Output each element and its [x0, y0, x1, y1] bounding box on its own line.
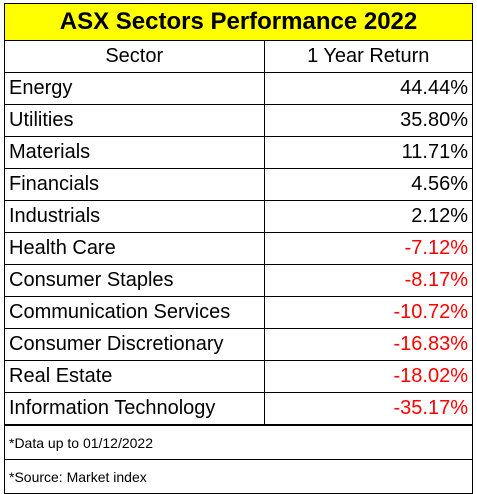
- table-row: Consumer Discretionary -16.83%: [5, 328, 472, 361]
- return-cell: -18.02%: [263, 360, 472, 393]
- return-cell: 4.56%: [263, 168, 472, 201]
- table-row: Real Estate -18.02%: [5, 360, 472, 393]
- table-row: Industrials 2.12%: [5, 200, 472, 233]
- sector-cell: Energy: [5, 72, 265, 105]
- sector-cell: Real Estate: [5, 360, 265, 393]
- sector-cell: Utilities: [5, 104, 265, 137]
- column-header-sector: Sector: [5, 41, 265, 73]
- return-cell: -35.17%: [263, 392, 472, 425]
- sector-cell: Financials: [5, 168, 265, 201]
- sector-cell: Consumer Discretionary: [5, 328, 265, 361]
- table-row: Health Care -7.12%: [5, 232, 472, 265]
- table-row: Materials 11.71%: [5, 136, 472, 169]
- header-row: Sector 1 Year Return: [5, 41, 472, 73]
- sector-cell: Health Care: [5, 232, 265, 265]
- table-row: Communication Services -10.72%: [5, 296, 472, 329]
- sector-cell: Materials: [5, 136, 265, 169]
- table-row: Utilities 35.80%: [5, 104, 472, 137]
- return-cell: -16.83%: [263, 328, 472, 361]
- return-cell: 35.80%: [263, 104, 472, 137]
- column-header-return: 1 Year Return: [263, 41, 472, 73]
- sector-cell: Industrials: [5, 200, 265, 233]
- note-data-date: *Data up to 01/12/2022: [5, 425, 472, 459]
- return-cell: -8.17%: [263, 264, 472, 297]
- sector-cell: Communication Services: [5, 296, 265, 329]
- return-cell: -10.72%: [263, 296, 472, 329]
- table-row: Consumer Staples -8.17%: [5, 264, 472, 297]
- table-row: Energy 44.44%: [5, 72, 472, 105]
- note-source: *Source: Market index: [5, 459, 472, 493]
- table-title: ASX Sectors Performance 2022: [5, 4, 472, 41]
- table-row: Financials 4.56%: [5, 168, 472, 201]
- return-cell: 11.71%: [263, 136, 472, 169]
- sector-cell: Consumer Staples: [5, 264, 265, 297]
- return-cell: 2.12%: [263, 200, 472, 233]
- sector-cell: Information Technology: [5, 392, 265, 425]
- table-row: Information Technology -35.17%: [5, 392, 472, 425]
- data-table: Sector 1 Year Return Energy 44.44% Utiliti…: [5, 41, 472, 425]
- sector-performance-table: ASX Sectors Performance 2022 Sector 1 Ye…: [4, 3, 473, 494]
- return-cell: -7.12%: [263, 232, 472, 265]
- return-cell: 44.44%: [263, 72, 472, 105]
